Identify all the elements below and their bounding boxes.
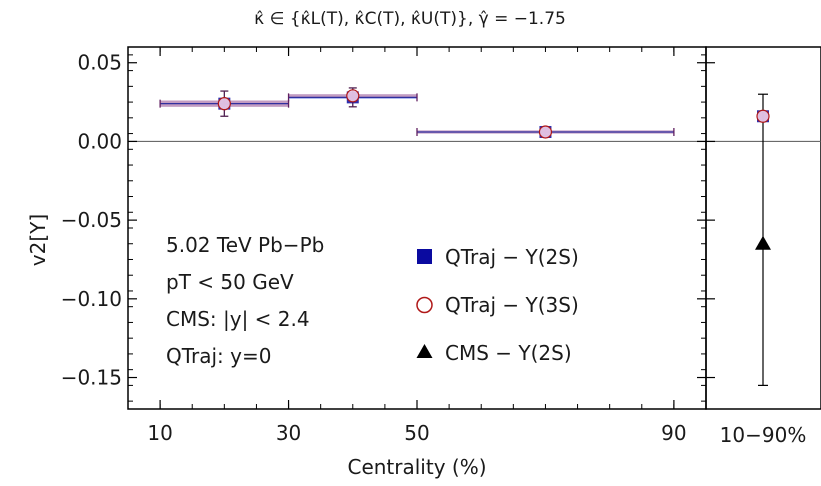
x-axis: 10 30 50 90 bbox=[147, 47, 687, 445]
x-tick-label: 10 bbox=[147, 421, 172, 445]
chart-title: κ̂ ∈ {κ̂L(T), κ̂C(T), κ̂U(T)}, γ̂ = −1.7… bbox=[254, 9, 566, 29]
legend-label-qtraj-3s: QTraj − Υ(3S) bbox=[445, 293, 579, 317]
legend-label-cms-2s: CMS − Υ(2S) bbox=[445, 341, 572, 365]
right-panel-label: 10−90% bbox=[720, 423, 807, 447]
cms-2s-point bbox=[755, 235, 771, 250]
annotation-cms-y: CMS: |y| < 2.4 bbox=[166, 307, 310, 331]
x-tick-label: 50 bbox=[404, 421, 429, 445]
y-axis-title: v2[Υ] bbox=[26, 214, 50, 266]
integrated-points bbox=[755, 93, 771, 386]
qtraj-bands bbox=[159, 93, 675, 136]
annotation-pt: pT < 50 GeV bbox=[166, 270, 294, 294]
y-tick-label: −0.05 bbox=[61, 208, 122, 232]
annotation-energy: 5.02 TeV Pb−Pb bbox=[166, 233, 324, 257]
y-tick-label: 0.05 bbox=[77, 51, 122, 75]
legend: QTraj − Υ(2S) QTraj − Υ(3S) CMS − Υ(2S) bbox=[416, 245, 579, 365]
legend-marker-qtraj-2s bbox=[417, 249, 432, 264]
y-tick-label: −0.15 bbox=[61, 366, 122, 390]
x-axis-title: Centrality (%) bbox=[347, 455, 486, 479]
markers bbox=[217, 89, 553, 139]
y-tick-label: 0.00 bbox=[77, 129, 122, 153]
qtraj-3s-point bbox=[217, 97, 231, 111]
legend-label-qtraj-2s: QTraj − Υ(2S) bbox=[445, 245, 579, 269]
legend-marker-qtraj-3s bbox=[416, 296, 433, 314]
qtraj-3s-point bbox=[346, 89, 360, 103]
x-tick-label: 30 bbox=[276, 421, 301, 445]
qtraj-3s-integrated-point bbox=[756, 109, 770, 123]
y-axis: 0.05 0.00 −0.05 −0.10 −0.15 bbox=[61, 51, 715, 402]
qtraj-3s-point bbox=[538, 125, 553, 139]
annotation-qtraj-y: QTraj: y=0 bbox=[166, 344, 271, 368]
x-tick-label: 90 bbox=[661, 421, 686, 445]
y-tick-label: −0.10 bbox=[61, 287, 122, 311]
legend-marker-cms-2s bbox=[416, 344, 433, 358]
